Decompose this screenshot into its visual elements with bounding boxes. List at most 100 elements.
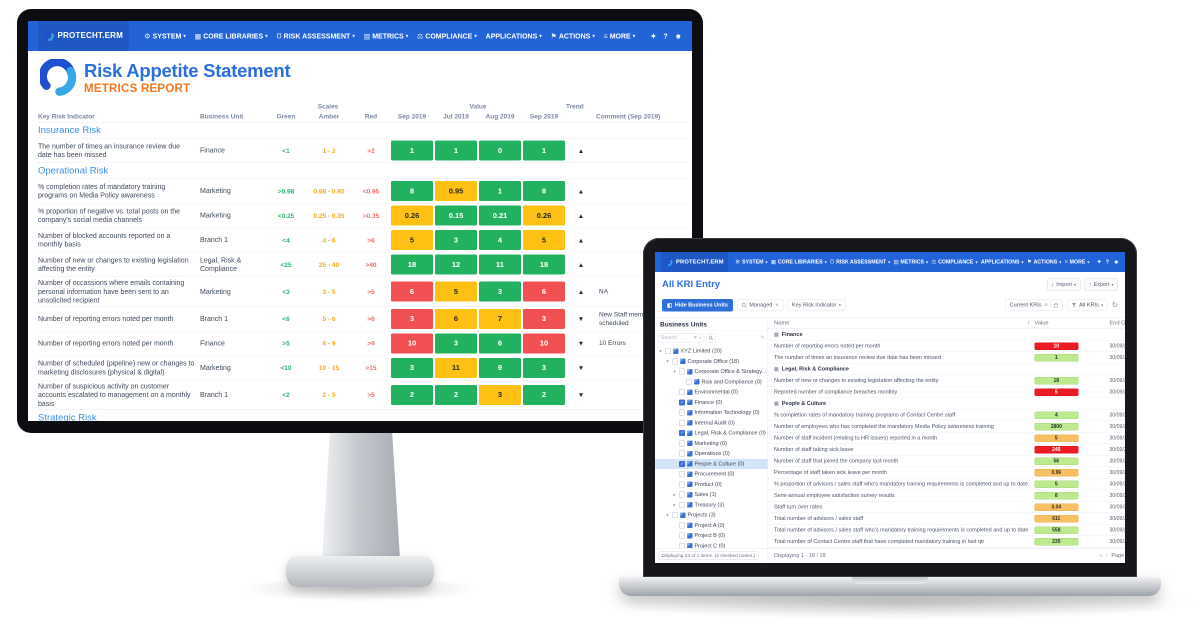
kri-list-item[interactable]: Number of staff taking sick leave 245 30/0… bbox=[768, 444, 1125, 456]
node-checkbox[interactable] bbox=[679, 501, 685, 508]
tree-node-information-technology-0[interactable]: Information Technology (0) bbox=[655, 408, 768, 418]
value-pill-green[interactable]: 18 bbox=[1034, 376, 1079, 385]
user-icon[interactable]: ☻ bbox=[1113, 259, 1119, 265]
prev-page-icon[interactable]: ‹ bbox=[1105, 552, 1108, 559]
record-type-select[interactable]: Key Risk Indicator ▾ bbox=[787, 299, 846, 311]
node-checkbox[interactable] bbox=[672, 512, 678, 519]
tree-node-project-a-0[interactable]: Project A (0) bbox=[655, 520, 768, 530]
kri-group-people-culture[interactable]: ▦ People & Culture bbox=[768, 398, 1125, 410]
nav-item-core-libraries[interactable]: ▦ CORE LIBRARIES ▾ bbox=[771, 259, 827, 265]
nav-item-applications[interactable]: APPLICATIONS ▾ bbox=[981, 259, 1024, 265]
kri-report-row[interactable]: Number of reporting errors noted per mon… bbox=[38, 330, 688, 356]
tree-node-procurement-0[interactable]: Procurement (0) bbox=[655, 469, 768, 479]
nav-item-applications[interactable]: APPLICATIONS ▾ bbox=[486, 32, 542, 40]
column-value[interactable]: Value bbox=[1034, 320, 1049, 326]
kri-report-row[interactable]: Number of scheduled (pipeline) new or ch… bbox=[38, 355, 688, 380]
node-checkbox[interactable]: ✓ bbox=[679, 460, 685, 467]
tree-node-legal-risk-compliance-0[interactable]: ✓ Legal, Risk & Compliance (0) bbox=[655, 428, 768, 438]
node-checkbox[interactable] bbox=[679, 481, 685, 488]
kri-list-item[interactable]: Total number of Contact Centre staff tha… bbox=[768, 536, 1125, 548]
value-pill-amber[interactable]: 5 bbox=[1034, 434, 1079, 442]
node-checkbox[interactable]: ✓ bbox=[679, 430, 685, 437]
value-pill-green[interactable]: 4 bbox=[1034, 411, 1079, 419]
value-pill-red[interactable]: 245 bbox=[1034, 445, 1079, 454]
tree-node-product-0[interactable]: Product (0) bbox=[655, 479, 768, 489]
kri-list-item[interactable]: % proportion of advisors / sales staff w… bbox=[768, 479, 1125, 490]
value-pill-amber[interactable]: 611 bbox=[1034, 514, 1079, 523]
collapse-icon[interactable]: ▾ bbox=[673, 368, 676, 374]
node-checkbox[interactable] bbox=[679, 542, 685, 548]
kri-list-item[interactable]: Number of staff incident (relating to HR… bbox=[768, 433, 1125, 444]
tree-node-sales-1[interactable]: ▸ Sales (1) bbox=[655, 490, 768, 500]
value-pill-green[interactable]: 558 bbox=[1034, 526, 1079, 534]
user-icon[interactable]: ☻ bbox=[674, 32, 682, 40]
reset-tree-icon[interactable]: ✎ bbox=[760, 335, 765, 341]
node-checkbox[interactable] bbox=[679, 409, 685, 416]
node-checkbox[interactable] bbox=[679, 368, 685, 375]
kri-list-item[interactable]: Semi-annual employee satisfaction survey… bbox=[768, 490, 1125, 502]
kri-list-item[interactable]: % completion rates of mandatory training… bbox=[768, 410, 1125, 421]
academy-icon[interactable]: ✦ bbox=[650, 31, 657, 40]
kri-list-item[interactable]: Total number of advisors / sales staff w… bbox=[768, 525, 1125, 536]
kri-report-row[interactable]: % completion rates of mandatory training… bbox=[38, 178, 688, 204]
laptop-brand[interactable]: PROTECHT.ERM bbox=[661, 252, 728, 272]
value-pill-green[interactable]: 56 bbox=[1034, 457, 1079, 465]
nav-item-compliance[interactable]: ⚖ COMPLIANCE ▾ bbox=[417, 32, 477, 41]
kri-list-item[interactable]: Number of employees who has completed th… bbox=[768, 421, 1125, 433]
tree-node-projects-3[interactable]: ▾ Projects (3) bbox=[655, 510, 768, 520]
node-checkbox[interactable] bbox=[679, 440, 685, 447]
node-checkbox[interactable] bbox=[672, 358, 678, 365]
tree-node-treasury-3[interactable]: ▸ Treasury (3) bbox=[655, 500, 768, 510]
help-icon[interactable]: ? bbox=[663, 32, 668, 40]
tree-node-risk-and-compliance-0[interactable]: Risk and Compliance (0) bbox=[655, 377, 768, 387]
node-checkbox[interactable] bbox=[665, 348, 671, 355]
tree-node-corporate-office-strategy-1[interactable]: ▾ Corporate Office & Strategy (1) bbox=[655, 367, 768, 377]
node-checkbox[interactable] bbox=[679, 450, 685, 457]
node-checkbox[interactable] bbox=[679, 532, 685, 539]
hide-business-units-button[interactable]: ◧ Hide Business Units bbox=[662, 298, 733, 312]
export-button[interactable]: ↑ Export ▾ bbox=[1084, 278, 1118, 291]
kri-report-row[interactable]: Number of blocked accounts reported on a… bbox=[38, 227, 688, 253]
import-button[interactable]: ↓ Import ▾ bbox=[1047, 278, 1081, 291]
nav-item-more[interactable]: ≡ MORE ▾ bbox=[604, 32, 636, 40]
nav-item-risk-assessment[interactable]: Ʊ RISK ASSESSMENT ▾ bbox=[830, 259, 890, 265]
nav-item-risk-assessment[interactable]: Ʊ RISK ASSESSMENT ▾ bbox=[276, 32, 354, 40]
clear-search-icon[interactable]: ✕ bbox=[774, 302, 780, 308]
kri-list-item[interactable]: Staff turn over rates 0.04 30/09/2019 bbox=[768, 502, 1125, 513]
tree-search-input[interactable]: Search ✕ ▾ bbox=[658, 333, 705, 343]
value-pill-green[interactable]: 1 bbox=[1034, 353, 1079, 362]
collapse-icon[interactable]: ▾ bbox=[659, 348, 662, 354]
expand-icon[interactable]: ▸ bbox=[673, 502, 676, 508]
clear-view-icon[interactable]: ✕ bbox=[1043, 302, 1049, 308]
nav-item-compliance[interactable]: ⚖ COMPLIANCE ▾ bbox=[931, 259, 977, 265]
collapse-icon[interactable]: ▾ bbox=[666, 358, 669, 364]
search-chip[interactable]: Managed ✕ bbox=[736, 299, 784, 311]
nav-item-actions[interactable]: ⚑ ACTIONS ▾ bbox=[1027, 259, 1061, 265]
value-pill-amber[interactable]: 0.96 bbox=[1034, 468, 1079, 477]
tree-node-project-c-0[interactable]: Project C (0) bbox=[655, 541, 768, 548]
kri-list-item[interactable]: Reported number of compliance breaches m… bbox=[768, 387, 1125, 398]
node-checkbox[interactable] bbox=[679, 522, 685, 529]
value-pill-green[interactable]: 235 bbox=[1034, 537, 1079, 546]
tree-search-button[interactable] bbox=[706, 333, 717, 343]
kri-list-item[interactable]: Percentage of staff taken sick leave per… bbox=[768, 467, 1125, 479]
kri-report-row[interactable]: Number of reporting errors noted per mon… bbox=[38, 306, 688, 331]
kri-group-finance[interactable]: ▦ Finance bbox=[768, 329, 1125, 341]
kri-list-item[interactable]: Number of staff that joined the company … bbox=[768, 456, 1125, 467]
kri-list-item[interactable]: The number of times an insurance review … bbox=[768, 352, 1125, 364]
column-name[interactable]: Name bbox=[774, 320, 790, 326]
nav-item-more[interactable]: ≡ MORE ▾ bbox=[1065, 259, 1090, 265]
tree-node-project-b-0[interactable]: Project B (0) bbox=[655, 531, 768, 541]
nav-item-core-libraries[interactable]: ▦ CORE LIBRARIES ▾ bbox=[195, 32, 268, 41]
kri-list-item[interactable]: Number of reporting errors noted per mon… bbox=[768, 341, 1125, 352]
clear-icon[interactable]: ✕ bbox=[693, 335, 698, 341]
kri-report-row[interactable]: Number of suspicious activity on custome… bbox=[38, 379, 688, 410]
tree-node-corporate-office-18[interactable]: ▾ Corporate Office (18) bbox=[655, 356, 768, 366]
nav-item-metrics[interactable]: ▥ METRICS ▾ bbox=[364, 32, 409, 41]
tree-node-environmental-0[interactable]: Environmental (0) bbox=[655, 387, 768, 397]
kri-list-item[interactable]: Total number of advisors / sales staff 61… bbox=[768, 513, 1125, 525]
saved-view-chip[interactable]: Current KRIs ✕ bbox=[1005, 299, 1064, 311]
tree-node-people-culture-0[interactable]: ✓ People & Culture (0) bbox=[655, 458, 768, 469]
refresh-icon[interactable]: ↻ bbox=[1111, 301, 1118, 310]
value-pill-green[interactable]: 2800 bbox=[1034, 422, 1079, 431]
